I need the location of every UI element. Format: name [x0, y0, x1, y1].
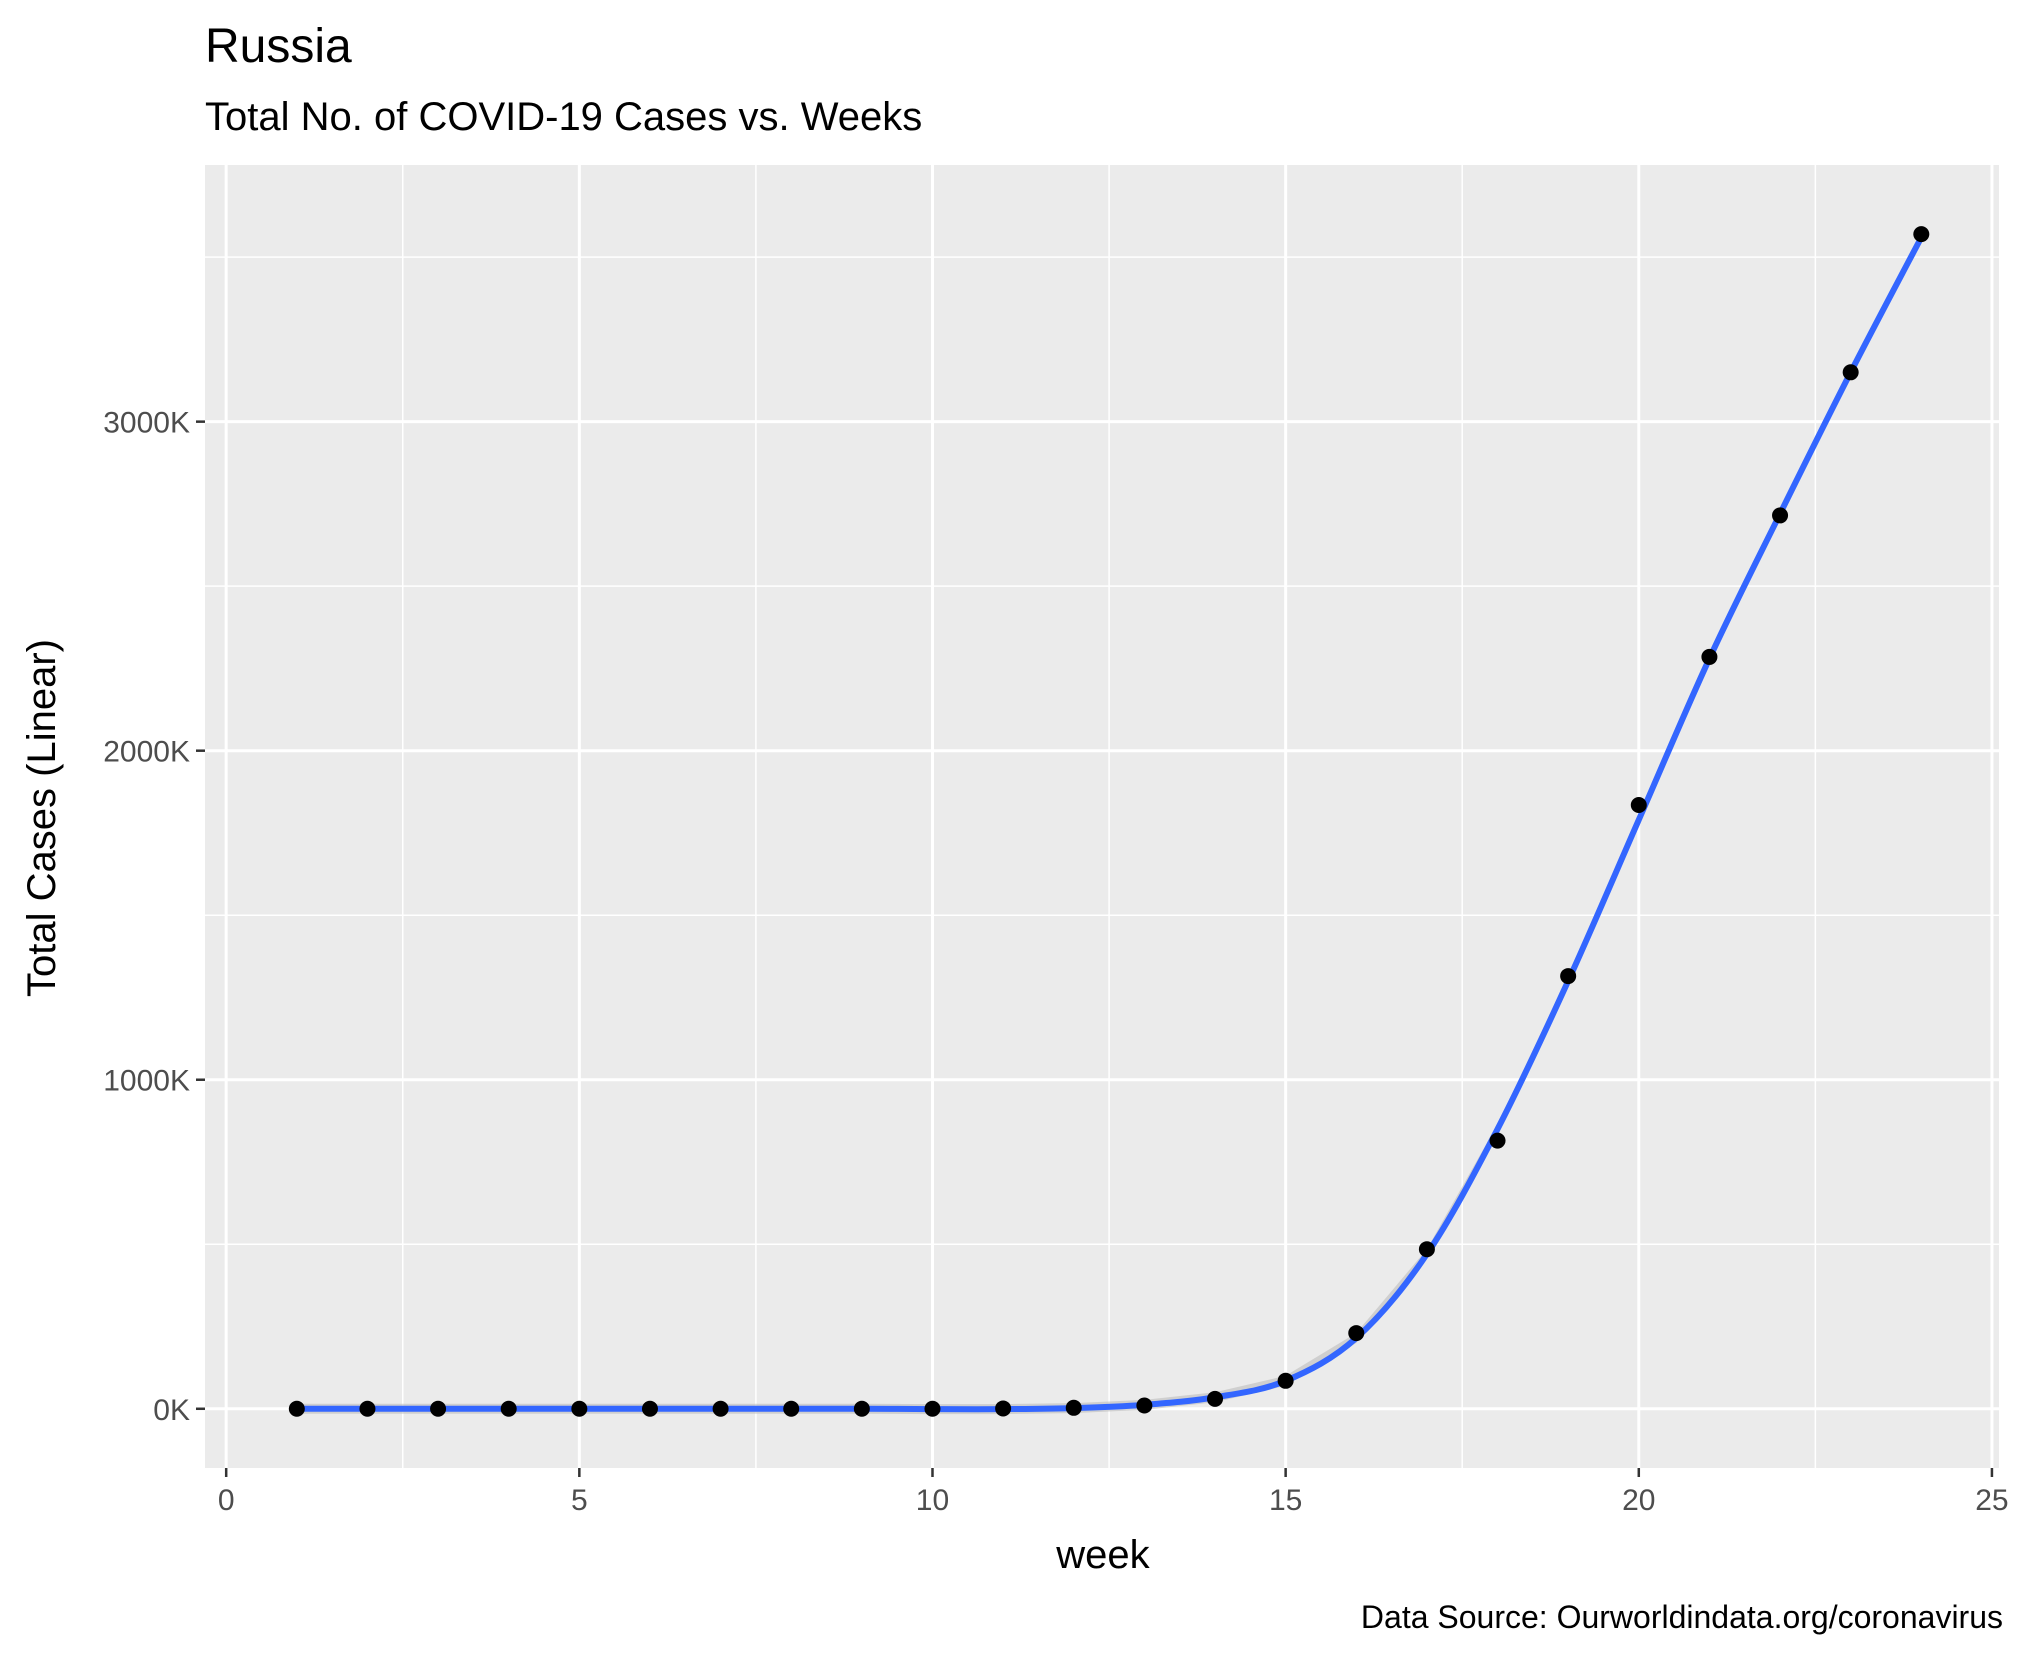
- data-point: [995, 1400, 1012, 1417]
- data-point: [500, 1400, 517, 1417]
- data-point: [1277, 1372, 1294, 1389]
- x-tick-label: 25: [1975, 1484, 2008, 1517]
- x-tick-label: 0: [218, 1484, 235, 1517]
- x-tick-label: 5: [571, 1484, 588, 1517]
- data-source-caption: Data Source: Ourworldindata.org/coronavi…: [1361, 1599, 2003, 1635]
- data-point: [853, 1400, 870, 1417]
- y-tick-label: 3000K: [103, 407, 190, 440]
- data-point: [1207, 1390, 1224, 1407]
- chart-subtitle: Total No. of COVID-19 Cases vs. Weeks: [205, 95, 922, 139]
- x-axis-title: week: [1055, 1533, 1150, 1577]
- plot-panel: [205, 165, 1999, 1468]
- data-point: [924, 1400, 941, 1417]
- data-point: [1136, 1397, 1153, 1414]
- data-point: [430, 1400, 447, 1417]
- data-point: [1418, 1241, 1435, 1258]
- data-point: [1630, 796, 1647, 813]
- x-axis: 0 5 10 15 20 25: [218, 1468, 2009, 1517]
- data-point: [1489, 1132, 1506, 1149]
- data-points: [288, 226, 1930, 1417]
- y-tick-label: 2000K: [103, 736, 190, 769]
- chart-title: Russia: [205, 20, 352, 73]
- x-tick-label: 10: [916, 1484, 949, 1517]
- x-tick-label: 15: [1269, 1484, 1302, 1517]
- y-tick-label: 0K: [153, 1394, 190, 1427]
- data-point: [1701, 648, 1718, 665]
- data-point: [783, 1400, 800, 1417]
- data-point: [1065, 1399, 1082, 1416]
- data-point: [1772, 507, 1789, 524]
- y-axis: 0K 1000K 2000K 3000K: [103, 407, 205, 1427]
- data-point: [288, 1400, 305, 1417]
- y-axis-title: Total Cases (Linear): [20, 639, 64, 997]
- x-tick-label: 20: [1622, 1484, 1655, 1517]
- data-point: [1842, 364, 1859, 381]
- data-point: [571, 1400, 588, 1417]
- minor-gridlines: [205, 165, 1999, 1468]
- data-point: [641, 1400, 658, 1417]
- data-point: [1560, 968, 1577, 985]
- data-point: [1348, 1325, 1365, 1342]
- data-point: [1913, 226, 1930, 243]
- data-point: [359, 1400, 376, 1417]
- y-tick-label: 1000K: [103, 1065, 190, 1098]
- data-point: [712, 1400, 729, 1417]
